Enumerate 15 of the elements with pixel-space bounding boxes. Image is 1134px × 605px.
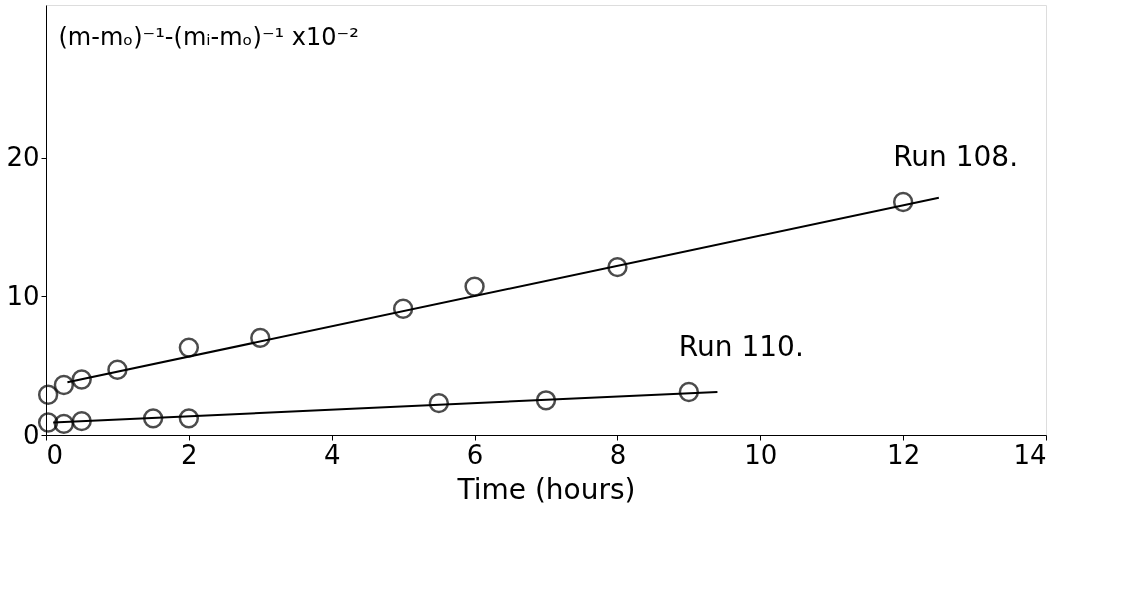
y-tick-label: 20 — [6, 142, 40, 173]
x-tick-label: 2 — [181, 439, 198, 470]
y-tick-label: 10 — [6, 280, 40, 311]
x-tick-label: 8 — [609, 439, 627, 470]
y-tick-label: 0 — [22, 419, 40, 450]
y-axis-title: (m-mₒ)⁻¹-(mᵢ-mₒ)⁻¹ x10⁻² — [58, 22, 359, 51]
x-tick-label: 10 — [744, 439, 778, 470]
x-tick-label: 12 — [887, 439, 921, 470]
x-axis-title: Time (hours) — [456, 472, 636, 506]
x-tick-label: 4 — [323, 439, 341, 470]
x-tick-label: 6 — [466, 439, 484, 470]
x-tick-label: 0 — [46, 439, 64, 470]
series-label: Run 108. — [893, 139, 1019, 173]
x-tick-label: 14 — [1013, 439, 1047, 470]
series-label: Run 110. — [678, 330, 804, 363]
